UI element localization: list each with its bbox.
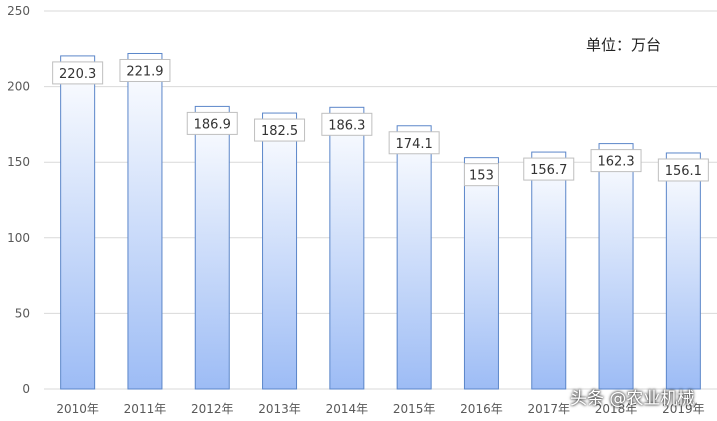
bar bbox=[194, 105, 230, 390]
data-label-box bbox=[523, 157, 575, 181]
data-labels: 220.3 221.9 186.9 182.5 186.3 174.1 153 156.7 16… bbox=[52, 58, 709, 187]
data-label: 156.7 bbox=[530, 163, 567, 178]
data-label-box bbox=[388, 131, 440, 155]
x-tick-label: 2015年 bbox=[393, 402, 436, 416]
data-label-box bbox=[321, 112, 373, 136]
data-label-box bbox=[186, 111, 238, 135]
bar bbox=[262, 112, 298, 390]
y-tick-label: 250 bbox=[7, 4, 30, 18]
y-axis-ticks: 0 50 100 150 200 250 bbox=[7, 4, 30, 396]
data-label: 174.1 bbox=[396, 137, 433, 152]
bar bbox=[665, 152, 701, 390]
x-tick-label: 2012年 bbox=[191, 402, 234, 416]
x-tick-label: 2016年 bbox=[460, 402, 503, 416]
y-tick-label: 200 bbox=[7, 80, 30, 94]
bar bbox=[396, 125, 432, 390]
data-label: 186.9 bbox=[194, 117, 231, 132]
x-tick-label: 2010年 bbox=[56, 402, 99, 416]
bar bbox=[329, 106, 365, 390]
data-label: 156.1 bbox=[665, 164, 702, 179]
data-label: 182.5 bbox=[261, 124, 298, 139]
bar bbox=[60, 55, 96, 390]
x-tick-label: 2017年 bbox=[527, 402, 570, 416]
bar bbox=[531, 151, 567, 390]
data-label: 162.3 bbox=[597, 155, 634, 170]
x-tick-label: 2018年 bbox=[595, 402, 638, 416]
data-label-box bbox=[463, 163, 499, 187]
data-label: 220.3 bbox=[59, 67, 96, 82]
x-tick-label: 2011年 bbox=[124, 402, 167, 416]
bars bbox=[60, 52, 701, 390]
y-tick-label: 100 bbox=[7, 231, 30, 245]
unit-note: 单位：万台 bbox=[586, 36, 662, 54]
data-label-box bbox=[657, 158, 709, 182]
y-tick-label: 0 bbox=[22, 382, 30, 396]
x-tick-label: 2014年 bbox=[326, 402, 369, 416]
y-tick-label: 150 bbox=[7, 155, 30, 169]
data-label-box bbox=[119, 58, 171, 82]
data-label: 153 bbox=[469, 169, 494, 184]
bar bbox=[127, 52, 163, 390]
data-label: 186.3 bbox=[328, 118, 365, 133]
data-label-box bbox=[254, 118, 306, 142]
x-axis-ticks: 2010年 2011年 2012年 2013年 2014年 2015年 2016年 2017年… bbox=[56, 402, 704, 416]
data-label-box bbox=[590, 149, 642, 173]
x-tick-label: 2019年 bbox=[662, 402, 705, 416]
y-tick-label: 50 bbox=[15, 306, 30, 320]
watermark-text: 头条 @农业机械 bbox=[570, 389, 695, 409]
x-tick-label: 2013年 bbox=[258, 402, 301, 416]
data-label: 221.9 bbox=[126, 64, 163, 79]
data-label-box bbox=[52, 61, 104, 85]
bar bbox=[463, 157, 499, 390]
bar bbox=[598, 143, 634, 390]
